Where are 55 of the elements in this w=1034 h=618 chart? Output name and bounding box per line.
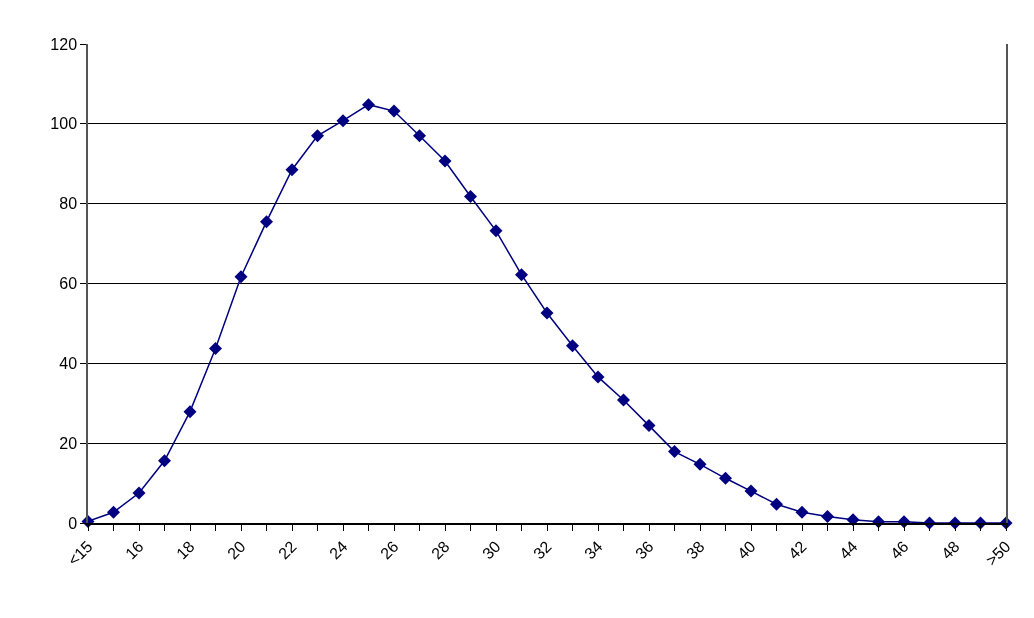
point bbox=[540, 306, 554, 320]
y-tick-label: 40 bbox=[59, 354, 78, 372]
x-tick-label: >50 bbox=[982, 537, 1014, 569]
x-tick-label: 16 bbox=[122, 537, 147, 563]
x-tick-label: 40 bbox=[734, 537, 759, 563]
point bbox=[158, 454, 171, 468]
x-tick-label: 18 bbox=[173, 537, 198, 563]
point bbox=[489, 224, 503, 238]
point bbox=[387, 104, 401, 118]
x-tick-label: 26 bbox=[377, 537, 402, 563]
x-tick-label: 20 bbox=[224, 537, 249, 563]
point bbox=[311, 129, 324, 143]
point bbox=[362, 98, 375, 112]
point bbox=[821, 510, 834, 524]
point bbox=[795, 505, 809, 519]
point bbox=[566, 339, 579, 353]
point bbox=[464, 189, 477, 203]
point bbox=[591, 370, 605, 384]
point bbox=[260, 215, 273, 229]
x-tick-label: 42 bbox=[785, 537, 810, 563]
x-tick-label: 34 bbox=[581, 537, 606, 563]
point bbox=[413, 129, 426, 143]
x-tick-label: 44 bbox=[836, 537, 861, 563]
point bbox=[668, 445, 681, 459]
x-tick-label: 46 bbox=[887, 537, 912, 563]
y-tick-label: 0 bbox=[68, 514, 78, 532]
point bbox=[642, 419, 656, 433]
y-tick-label: 20 bbox=[59, 434, 78, 452]
x-tick-label: 38 bbox=[683, 537, 708, 563]
x-tick-label: 22 bbox=[275, 537, 300, 563]
point bbox=[209, 342, 222, 356]
point bbox=[107, 505, 120, 519]
point bbox=[132, 486, 146, 500]
point bbox=[617, 393, 630, 407]
point bbox=[770, 497, 783, 511]
x-tick-label: 32 bbox=[530, 537, 555, 563]
x-tick-label: 30 bbox=[479, 537, 504, 563]
x-tick-label: 36 bbox=[632, 537, 657, 563]
point bbox=[438, 154, 452, 168]
point bbox=[515, 268, 528, 282]
point bbox=[719, 471, 732, 485]
x-tick-label: <15 bbox=[64, 537, 96, 569]
point bbox=[693, 457, 707, 471]
point bbox=[285, 163, 299, 177]
y-tick-label: 80 bbox=[59, 195, 78, 213]
x-tick-label: 48 bbox=[938, 537, 963, 563]
y-tick-label: 100 bbox=[50, 115, 78, 133]
x-tick-label: 28 bbox=[428, 537, 453, 563]
point bbox=[183, 405, 197, 419]
point bbox=[234, 270, 248, 284]
x-tick-label: 24 bbox=[326, 537, 351, 563]
point bbox=[744, 484, 758, 498]
y-tick-label: 60 bbox=[59, 275, 78, 293]
point bbox=[336, 114, 350, 128]
y-tick-label: 120 bbox=[50, 35, 78, 53]
